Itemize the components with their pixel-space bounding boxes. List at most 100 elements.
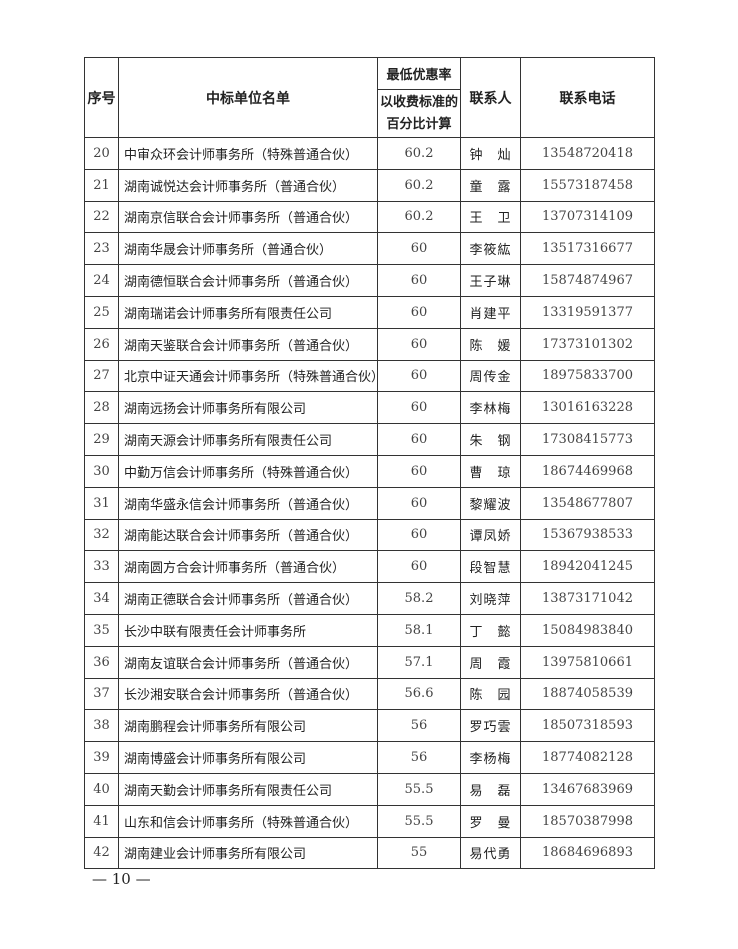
row-number: 37	[84, 677, 119, 711]
table-row: 36 湖南友谊联合会计师事务所（普通合伙） 57.1 周 霞 13975810661	[84, 645, 655, 679]
contact-phone: 13319591377	[520, 295, 655, 329]
table-row: 21 湖南诚悦达会计师事务所（普通合伙） 60.2 童 露 15573187458	[84, 168, 655, 202]
row-number: 40	[84, 772, 119, 806]
table-row: 25 湖南瑞诺会计师事务所有限责任公司 60 肖建平 13319591377	[84, 295, 655, 329]
discount-rate: 55	[377, 836, 461, 870]
contact-phone: 18774082128	[520, 741, 655, 774]
firm-name: 中审众环会计师事务所（特殊普通合伙）	[118, 137, 378, 170]
firm-name: 湖南远扬会计师事务所有限公司	[118, 391, 378, 425]
contact-phone: 17308415773	[520, 423, 655, 456]
discount-rate: 60.2	[377, 200, 461, 234]
row-number: 33	[84, 550, 119, 584]
contact-phone: 15084983840	[520, 613, 655, 647]
firm-name: 湖南博盛会计师事务所有限公司	[118, 741, 378, 774]
contact-person: 曹 琼	[460, 454, 521, 488]
row-number: 25	[84, 295, 119, 329]
contact-phone: 15874874967	[520, 264, 655, 297]
header-name: 中标单位名单	[118, 57, 378, 138]
contact-person: 周传金	[460, 359, 521, 393]
table-row: 23 湖南华晟会计师事务所（普通合伙） 60 李筱紘 13517316677	[84, 232, 655, 266]
contact-phone: 18674469968	[520, 454, 655, 488]
header-rate-sub-line2: 百分比计算	[386, 116, 452, 132]
row-number: 35	[84, 613, 119, 647]
table-row: 40 湖南天勤会计师事务所有限责任公司 55.5 易 磊 13467683969	[84, 772, 655, 806]
firm-name: 中勤万信会计师事务所（特殊普通合伙）	[118, 454, 378, 488]
table-row: 20 中审众环会计师事务所（特殊普通合伙） 60.2 钟 灿 13548720418	[84, 137, 655, 170]
discount-rate: 57.1	[377, 645, 461, 679]
contact-phone: 13517316677	[520, 232, 655, 266]
row-number: 36	[84, 645, 119, 679]
discount-rate: 60	[377, 232, 461, 266]
header-seq: 序号	[84, 57, 119, 138]
contact-phone: 18507318593	[520, 709, 655, 743]
firm-name: 湖南天源会计师事务所有限责任公司	[118, 423, 378, 456]
contact-person: 王子琳	[460, 264, 521, 297]
contact-person: 李杨梅	[460, 741, 521, 774]
firm-name: 湖南正德联合会计师事务所（普通合伙）	[118, 582, 378, 615]
row-number: 27	[84, 359, 119, 393]
contact-person: 黎耀波	[460, 486, 521, 520]
table-row: 31 湖南华盛永信会计师事务所（普通合伙） 60 黎耀波 13548677807	[84, 486, 655, 520]
contact-person: 罗 曼	[460, 804, 521, 838]
discount-rate: 56	[377, 741, 461, 774]
discount-rate: 60	[377, 423, 461, 456]
table-row: 42 湖南建业会计师事务所有限公司 55 易代勇 18684696893	[84, 836, 655, 870]
firm-name: 湖南华晟会计师事务所（普通合伙）	[118, 232, 378, 266]
table-row: 41 山东和信会计师事务所（特殊普通合伙） 55.5 罗 曼 18570387998	[84, 804, 655, 838]
row-number: 34	[84, 582, 119, 615]
firm-name: 湖南圆方合会计师事务所（普通合伙）	[118, 550, 378, 584]
header-rate-sub: 以收费标准的 百分比计算	[377, 89, 461, 138]
table-row: 35 长沙中联有限责任会计师事务所 58.1 丁 懿 15084983840	[84, 613, 655, 647]
contact-phone: 18570387998	[520, 804, 655, 838]
row-number: 32	[84, 518, 119, 552]
firm-name: 湖南天勤会计师事务所有限责任公司	[118, 772, 378, 806]
row-number: 38	[84, 709, 119, 743]
firm-name: 湖南天鉴联合会计师事务所（普通合伙）	[118, 327, 378, 361]
header-rate-top: 最低优惠率	[377, 57, 461, 90]
contact-phone: 13467683969	[520, 772, 655, 806]
firm-name: 北京中证天通会计师事务所（特殊普通合伙）	[118, 359, 384, 393]
discount-rate: 60	[377, 486, 461, 520]
row-number: 31	[84, 486, 119, 520]
firm-name: 湖南诚悦达会计师事务所（普通合伙）	[118, 168, 378, 202]
contact-person: 段智慧	[460, 550, 521, 584]
row-number: 20	[84, 137, 119, 170]
table-row: 27 北京中证天通会计师事务所（特殊普通合伙） 60 周传金 18975833700	[84, 359, 655, 393]
contact-person: 丁 懿	[460, 613, 521, 647]
table-row: 39 湖南博盛会计师事务所有限公司 56 李杨梅 18774082128	[84, 741, 655, 774]
row-number: 21	[84, 168, 119, 202]
table-row: 24 湖南德恒联合会计师事务所（普通合伙） 60 王子琳 15874874967	[84, 264, 655, 297]
firm-name: 湖南华盛永信会计师事务所（普通合伙）	[118, 486, 378, 520]
contact-phone: 13707314109	[520, 200, 655, 234]
row-number: 22	[84, 200, 119, 234]
discount-rate: 60	[377, 359, 461, 393]
row-number: 29	[84, 423, 119, 456]
discount-rate: 60	[377, 264, 461, 297]
firm-name: 长沙中联有限责任会计师事务所	[118, 613, 378, 647]
firm-name: 湖南友谊联合会计师事务所（普通合伙）	[118, 645, 378, 679]
contact-person: 陈 园	[460, 677, 521, 711]
contact-phone: 13548720418	[520, 137, 655, 170]
header-phone: 联系电话	[520, 57, 655, 138]
discount-rate: 60	[377, 391, 461, 425]
bid-winners-table: 序号 中标单位名单 最低优惠率 联系人 联系电话 以收费标准的 百分比计算 20…	[84, 57, 655, 870]
row-number: 23	[84, 232, 119, 266]
contact-person: 刘晓萍	[460, 582, 521, 615]
contact-phone: 17373101302	[520, 327, 655, 361]
table-row: 29 湖南天源会计师事务所有限责任公司 60 朱 钢 17308415773	[84, 423, 655, 456]
contact-phone: 18684696893	[520, 836, 655, 870]
contact-person: 李筱紘	[460, 232, 521, 266]
contact-person: 王 卫	[460, 200, 521, 234]
discount-rate: 60	[377, 454, 461, 488]
discount-rate: 55.5	[377, 804, 461, 838]
contact-phone: 18942041245	[520, 550, 655, 584]
row-number: 28	[84, 391, 119, 425]
firm-name: 湖南建业会计师事务所有限公司	[118, 836, 378, 870]
discount-rate: 58.2	[377, 582, 461, 615]
row-number: 39	[84, 741, 119, 774]
contact-phone: 15573187458	[520, 168, 655, 202]
header-contact: 联系人	[460, 57, 521, 138]
contact-person: 周 霞	[460, 645, 521, 679]
table-row: 30 中勤万信会计师事务所（特殊普通合伙） 60 曹 琼 18674469968	[84, 454, 655, 488]
contact-phone: 13016163228	[520, 391, 655, 425]
